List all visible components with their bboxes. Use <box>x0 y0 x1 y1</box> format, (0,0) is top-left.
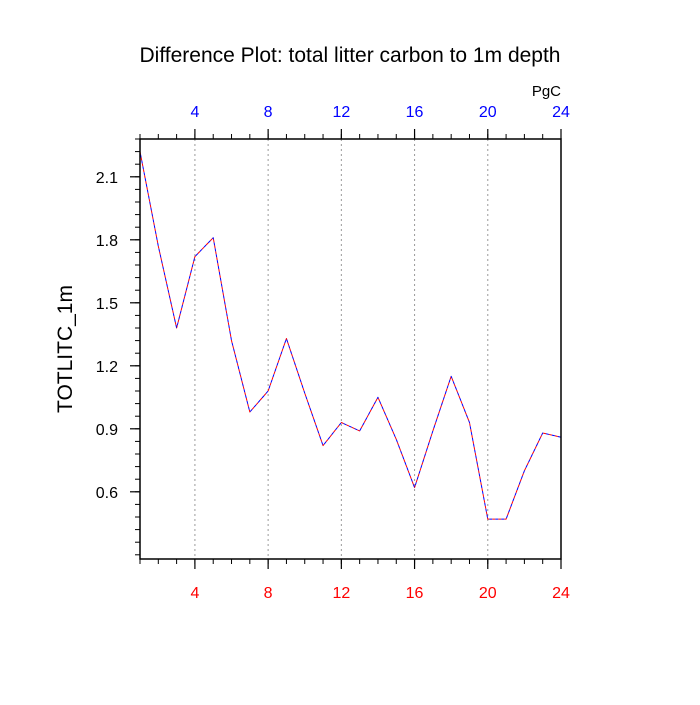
y-tick-label: 0.6 <box>96 485 118 502</box>
tick-layer <box>130 129 562 569</box>
x-tick-label-top: 4 <box>190 104 199 121</box>
tick-label-layer: 4 4 8 8 12 12 16 16 20 20 24 24 0.6 0.9 1.2 1.5 1.8 2.1 <box>96 104 570 602</box>
y-axis-label: TOTLITC_1m <box>54 285 77 413</box>
series-layer <box>139 151 562 520</box>
y-tick-label: 1.2 <box>96 359 118 376</box>
y-tick-label: 2.1 <box>96 170 118 187</box>
top-axis-unit-label: PgC <box>532 83 561 100</box>
x-tick-label-bottom: 20 <box>479 585 497 602</box>
grid-layer <box>194 139 489 559</box>
y-tick-label: 0.9 <box>96 422 118 439</box>
y-tick-label: 1.8 <box>96 233 118 250</box>
series-line <box>139 151 562 520</box>
x-tick-label-bottom: 8 <box>264 585 273 602</box>
x-tick-label-top: 16 <box>406 104 424 121</box>
x-tick-label-top: 8 <box>264 104 273 121</box>
chart-title: Difference Plot: total litter carbon to … <box>139 44 560 67</box>
x-tick-label-bottom: 12 <box>332 585 350 602</box>
series-line <box>139 151 562 520</box>
x-tick-label-bottom: 16 <box>406 585 424 602</box>
plot-frame <box>139 138 562 560</box>
y-tick-label: 1.5 <box>96 296 118 313</box>
x-tick-label-bottom: 4 <box>190 585 199 602</box>
x-tick-label-top: 12 <box>332 104 350 121</box>
x-tick-label-top: 24 <box>552 104 570 121</box>
x-tick-label-top: 20 <box>479 104 497 121</box>
x-tick-label-bottom: 24 <box>552 585 570 602</box>
